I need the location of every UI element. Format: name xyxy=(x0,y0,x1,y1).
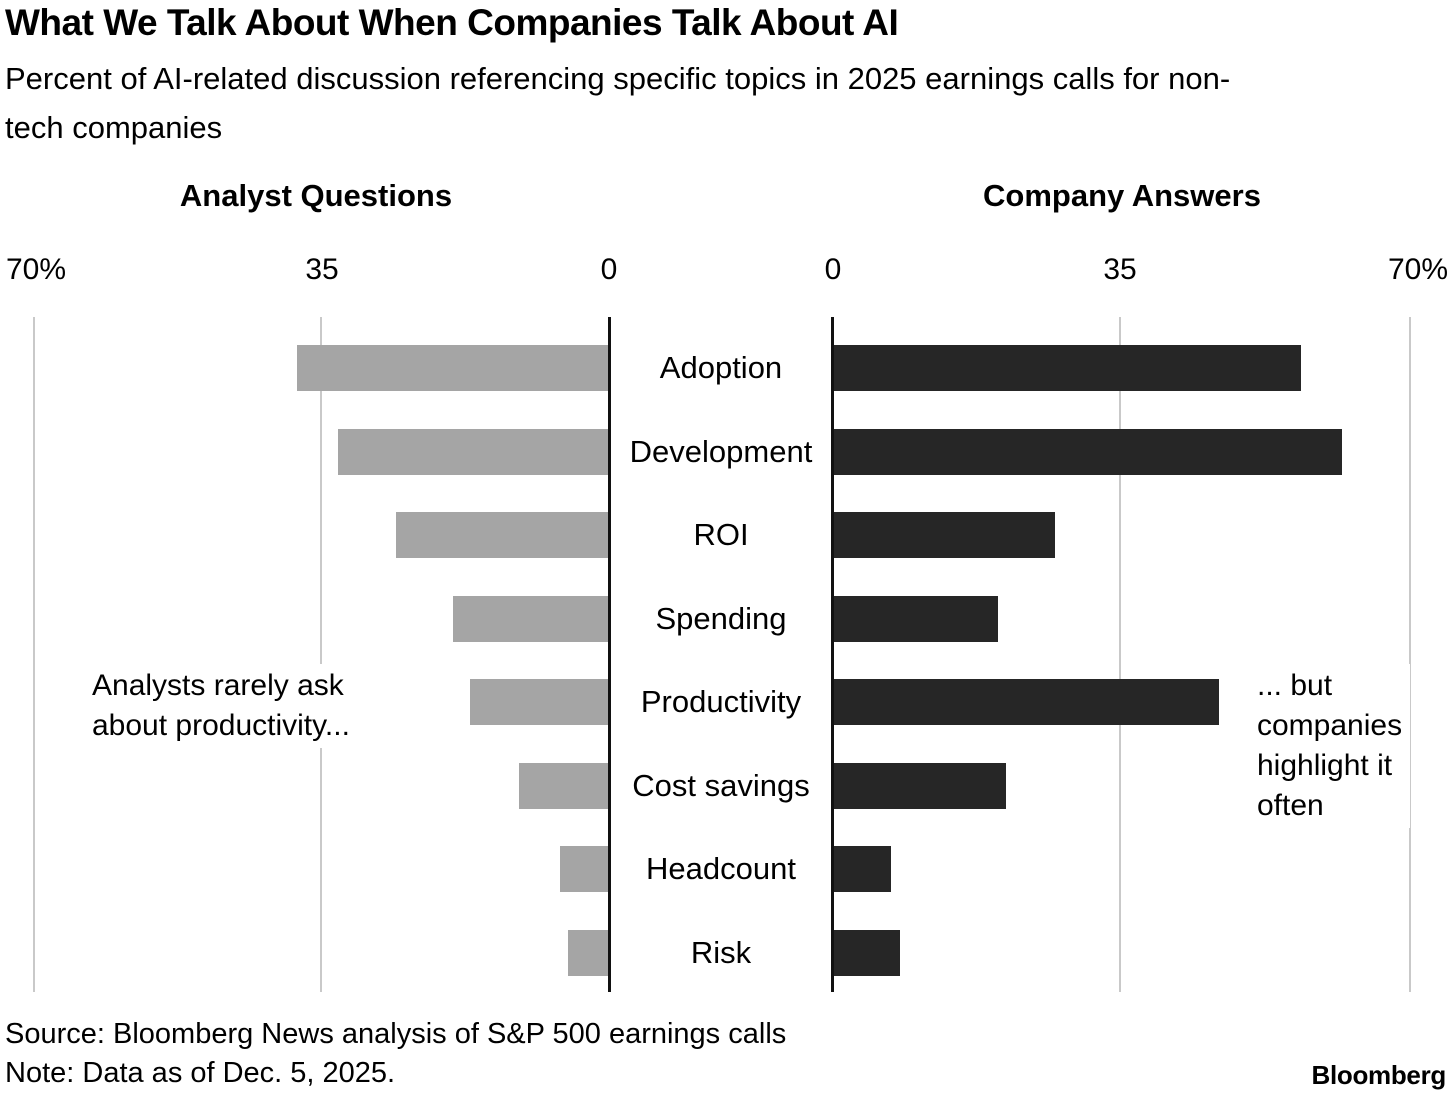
source-note: Source: Bloomberg News analysis of S&P 5… xyxy=(5,1018,787,1050)
panel-header-company-answers: Company Answers xyxy=(983,178,1261,213)
gridline-right-35 xyxy=(1119,317,1121,992)
plot-area: Adoption Development ROI Spending Productivi… xyxy=(0,317,1456,992)
category-label-adoption: Adoption xyxy=(659,350,783,385)
tick-label-left-35: 35 xyxy=(305,253,339,286)
tick-label-right-70: 70% xyxy=(1387,253,1448,286)
bar-company-spending xyxy=(834,596,998,642)
gridline-left-70 xyxy=(33,317,35,992)
bar-analyst-roi xyxy=(396,512,609,558)
category-label-risk: Risk xyxy=(690,935,752,970)
bar-company-productivity xyxy=(834,679,1219,725)
category-label-spending: Spending xyxy=(655,601,787,636)
data-note: Note: Data as of Dec. 5, 2025. xyxy=(5,1057,396,1089)
bar-company-cost-savings xyxy=(834,763,1006,809)
tick-label-left-0: 0 xyxy=(600,253,618,286)
bar-company-headcount xyxy=(834,846,891,892)
bar-analyst-headcount xyxy=(560,846,609,892)
bar-analyst-cost-savings xyxy=(519,763,609,809)
axis-line-right-zero xyxy=(831,317,834,992)
axis-line-left-zero xyxy=(608,317,611,992)
tick-label-right-35: 35 xyxy=(1103,253,1137,286)
category-label-development: Development xyxy=(629,434,813,469)
bloomberg-logo: Bloomberg xyxy=(1311,1060,1446,1090)
bar-company-adoption xyxy=(834,345,1301,391)
bar-company-risk xyxy=(834,930,900,976)
category-label-headcount: Headcount xyxy=(646,851,796,886)
bar-analyst-spending xyxy=(453,596,609,642)
bar-company-development xyxy=(834,429,1342,475)
tick-label-left-70: 70% xyxy=(6,253,67,286)
category-label-cost-savings: Cost savings xyxy=(632,768,810,803)
panel-header-analyst-questions: Analyst Questions xyxy=(179,178,453,213)
bar-analyst-adoption xyxy=(297,345,609,391)
category-label-productivity: Productivity xyxy=(640,684,802,719)
chart-subtitle: Percent of AI-related discussion referen… xyxy=(5,61,1231,145)
bar-analyst-productivity xyxy=(470,679,609,725)
annotation-analysts-rarely-ask: Analysts rarely ask about productivity..… xyxy=(84,664,358,748)
bar-analyst-risk xyxy=(568,930,609,976)
annotation-companies-highlight: ... but companies highlight it often xyxy=(1249,664,1411,828)
chart-title: What We Talk About When Companies Talk A… xyxy=(5,2,899,43)
category-label-roi: ROI xyxy=(693,517,749,552)
gridline-right-70 xyxy=(1409,317,1411,992)
tick-label-right-0: 0 xyxy=(824,253,842,286)
bar-company-roi xyxy=(834,512,1055,558)
gridline-left-35 xyxy=(320,317,322,992)
bar-analyst-development xyxy=(338,429,609,475)
